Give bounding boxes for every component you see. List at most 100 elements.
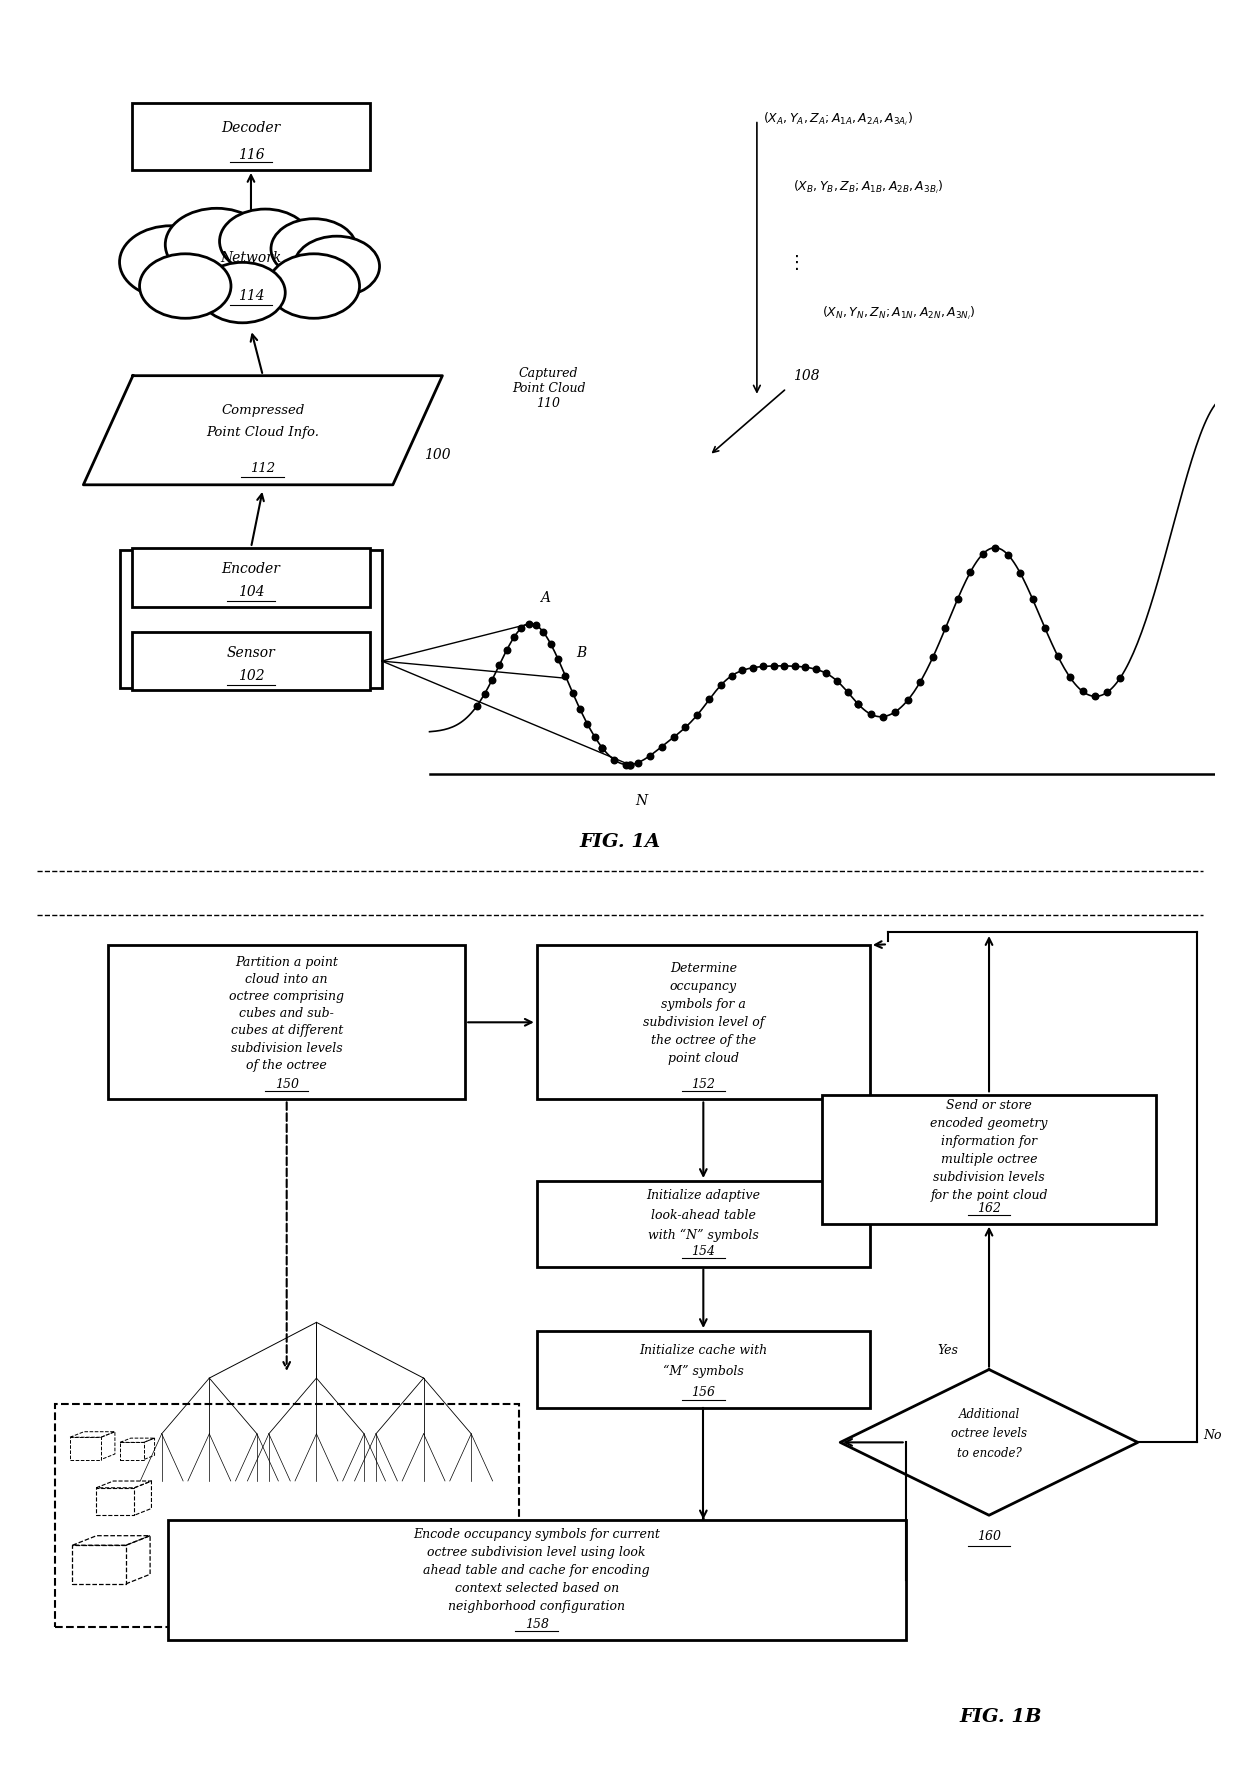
Text: Send or store: Send or store	[946, 1100, 1032, 1113]
Point	[1073, 677, 1092, 705]
Point	[616, 750, 636, 779]
Text: 156: 156	[692, 1386, 715, 1398]
Point	[570, 695, 590, 723]
Point	[640, 741, 660, 770]
Point	[775, 652, 795, 680]
Point	[467, 691, 487, 720]
Point	[1060, 663, 1080, 691]
Text: cubes at different: cubes at different	[231, 1025, 342, 1038]
Circle shape	[165, 209, 268, 280]
Point	[1035, 614, 1055, 643]
Text: 112: 112	[250, 461, 275, 475]
Text: Partition a point: Partition a point	[236, 956, 339, 968]
Text: FIG. 1B: FIG. 1B	[960, 1707, 1042, 1725]
Text: 100: 100	[424, 448, 450, 463]
Text: Decoder: Decoder	[222, 121, 280, 136]
Point	[548, 645, 568, 673]
Point	[817, 659, 837, 688]
Point	[873, 702, 893, 730]
Circle shape	[140, 254, 231, 318]
Text: 158: 158	[525, 1618, 548, 1631]
Text: the octree of the: the octree of the	[651, 1034, 756, 1047]
Text: $(X_A, Y_A, Z_A; A_{1A}, A_{2A}, A_{3A_i})$: $(X_A, Y_A, Z_A; A_{1A}, A_{2A}, A_{3A_i…	[763, 111, 913, 129]
Text: octree comprising: octree comprising	[229, 989, 345, 1004]
Point	[1085, 682, 1105, 711]
Point	[526, 611, 546, 639]
Point	[961, 557, 981, 586]
Polygon shape	[83, 375, 443, 484]
Circle shape	[272, 218, 357, 279]
Text: for the point cloud: for the point cloud	[930, 1189, 1048, 1202]
Bar	[120, 550, 382, 688]
Text: N: N	[635, 795, 647, 807]
Bar	[131, 632, 370, 691]
Point	[556, 661, 575, 689]
Point	[764, 652, 784, 680]
Point	[1097, 677, 1117, 705]
Text: Network: Network	[221, 252, 281, 264]
Point	[1023, 586, 1043, 614]
Point	[585, 723, 605, 752]
Bar	[167, 1520, 905, 1640]
Text: encoded geometry: encoded geometry	[930, 1118, 1048, 1131]
Circle shape	[268, 254, 360, 318]
Point	[511, 614, 531, 643]
Point	[490, 650, 510, 679]
Point	[712, 670, 732, 698]
Text: Yes: Yes	[937, 1343, 957, 1357]
Text: $(X_N, Y_N, Z_N; A_{1N}, A_{2N}, A_{3N_i})$: $(X_N, Y_N, Z_N; A_{1N}, A_{2N}, A_{3N_i…	[822, 304, 976, 321]
Point	[923, 643, 942, 672]
Text: symbols for a: symbols for a	[661, 998, 745, 1011]
Text: 160: 160	[977, 1531, 1001, 1543]
Point	[578, 709, 598, 738]
Point	[563, 679, 583, 707]
Point	[910, 668, 930, 697]
Point	[898, 686, 918, 714]
Text: Encoder: Encoder	[222, 563, 280, 575]
Circle shape	[200, 263, 285, 323]
Bar	[131, 104, 370, 170]
Text: cloud into an: cloud into an	[246, 973, 327, 986]
Text: “M” symbols: “M” symbols	[663, 1365, 744, 1379]
Circle shape	[219, 209, 311, 273]
Bar	[537, 945, 870, 1100]
Text: octree levels: octree levels	[951, 1427, 1027, 1440]
Point	[973, 539, 993, 568]
Point	[806, 655, 826, 684]
Text: 150: 150	[275, 1077, 299, 1091]
Point	[541, 630, 560, 659]
Point	[935, 614, 955, 643]
Point	[593, 734, 613, 763]
Text: Initialize cache with: Initialize cache with	[640, 1343, 768, 1357]
Text: Compressed: Compressed	[221, 404, 305, 418]
Point	[848, 689, 868, 718]
Text: subdivision level of: subdivision level of	[642, 1016, 764, 1029]
Text: occupancy: occupancy	[670, 981, 737, 993]
Text: to encode?: to encode?	[956, 1447, 1022, 1459]
Point	[1048, 641, 1068, 670]
Text: Captured
Point Cloud
110: Captured Point Cloud 110	[512, 366, 585, 409]
Text: of the octree: of the octree	[247, 1059, 327, 1072]
Point	[518, 609, 538, 638]
Text: neighborhood configuration: neighborhood configuration	[448, 1600, 625, 1613]
Text: octree subdivision level using look: octree subdivision level using look	[428, 1547, 646, 1559]
Text: 162: 162	[977, 1202, 1001, 1214]
Point	[947, 584, 967, 613]
Text: 152: 152	[692, 1077, 715, 1091]
Text: B: B	[575, 647, 587, 659]
Point	[743, 654, 763, 682]
Text: with “N” symbols: with “N” symbols	[649, 1229, 759, 1241]
Point	[482, 666, 502, 695]
Text: No: No	[1203, 1429, 1221, 1441]
Bar	[55, 1404, 518, 1627]
Point	[676, 713, 696, 741]
Text: subdivision levels: subdivision levels	[934, 1172, 1045, 1184]
Point	[796, 654, 816, 682]
Bar	[822, 1095, 1156, 1223]
Point	[848, 689, 868, 718]
Text: 154: 154	[692, 1245, 715, 1257]
Point	[1110, 664, 1130, 693]
Point	[652, 732, 672, 761]
Text: cubes and sub-: cubes and sub-	[239, 1007, 334, 1020]
Point	[593, 734, 613, 763]
